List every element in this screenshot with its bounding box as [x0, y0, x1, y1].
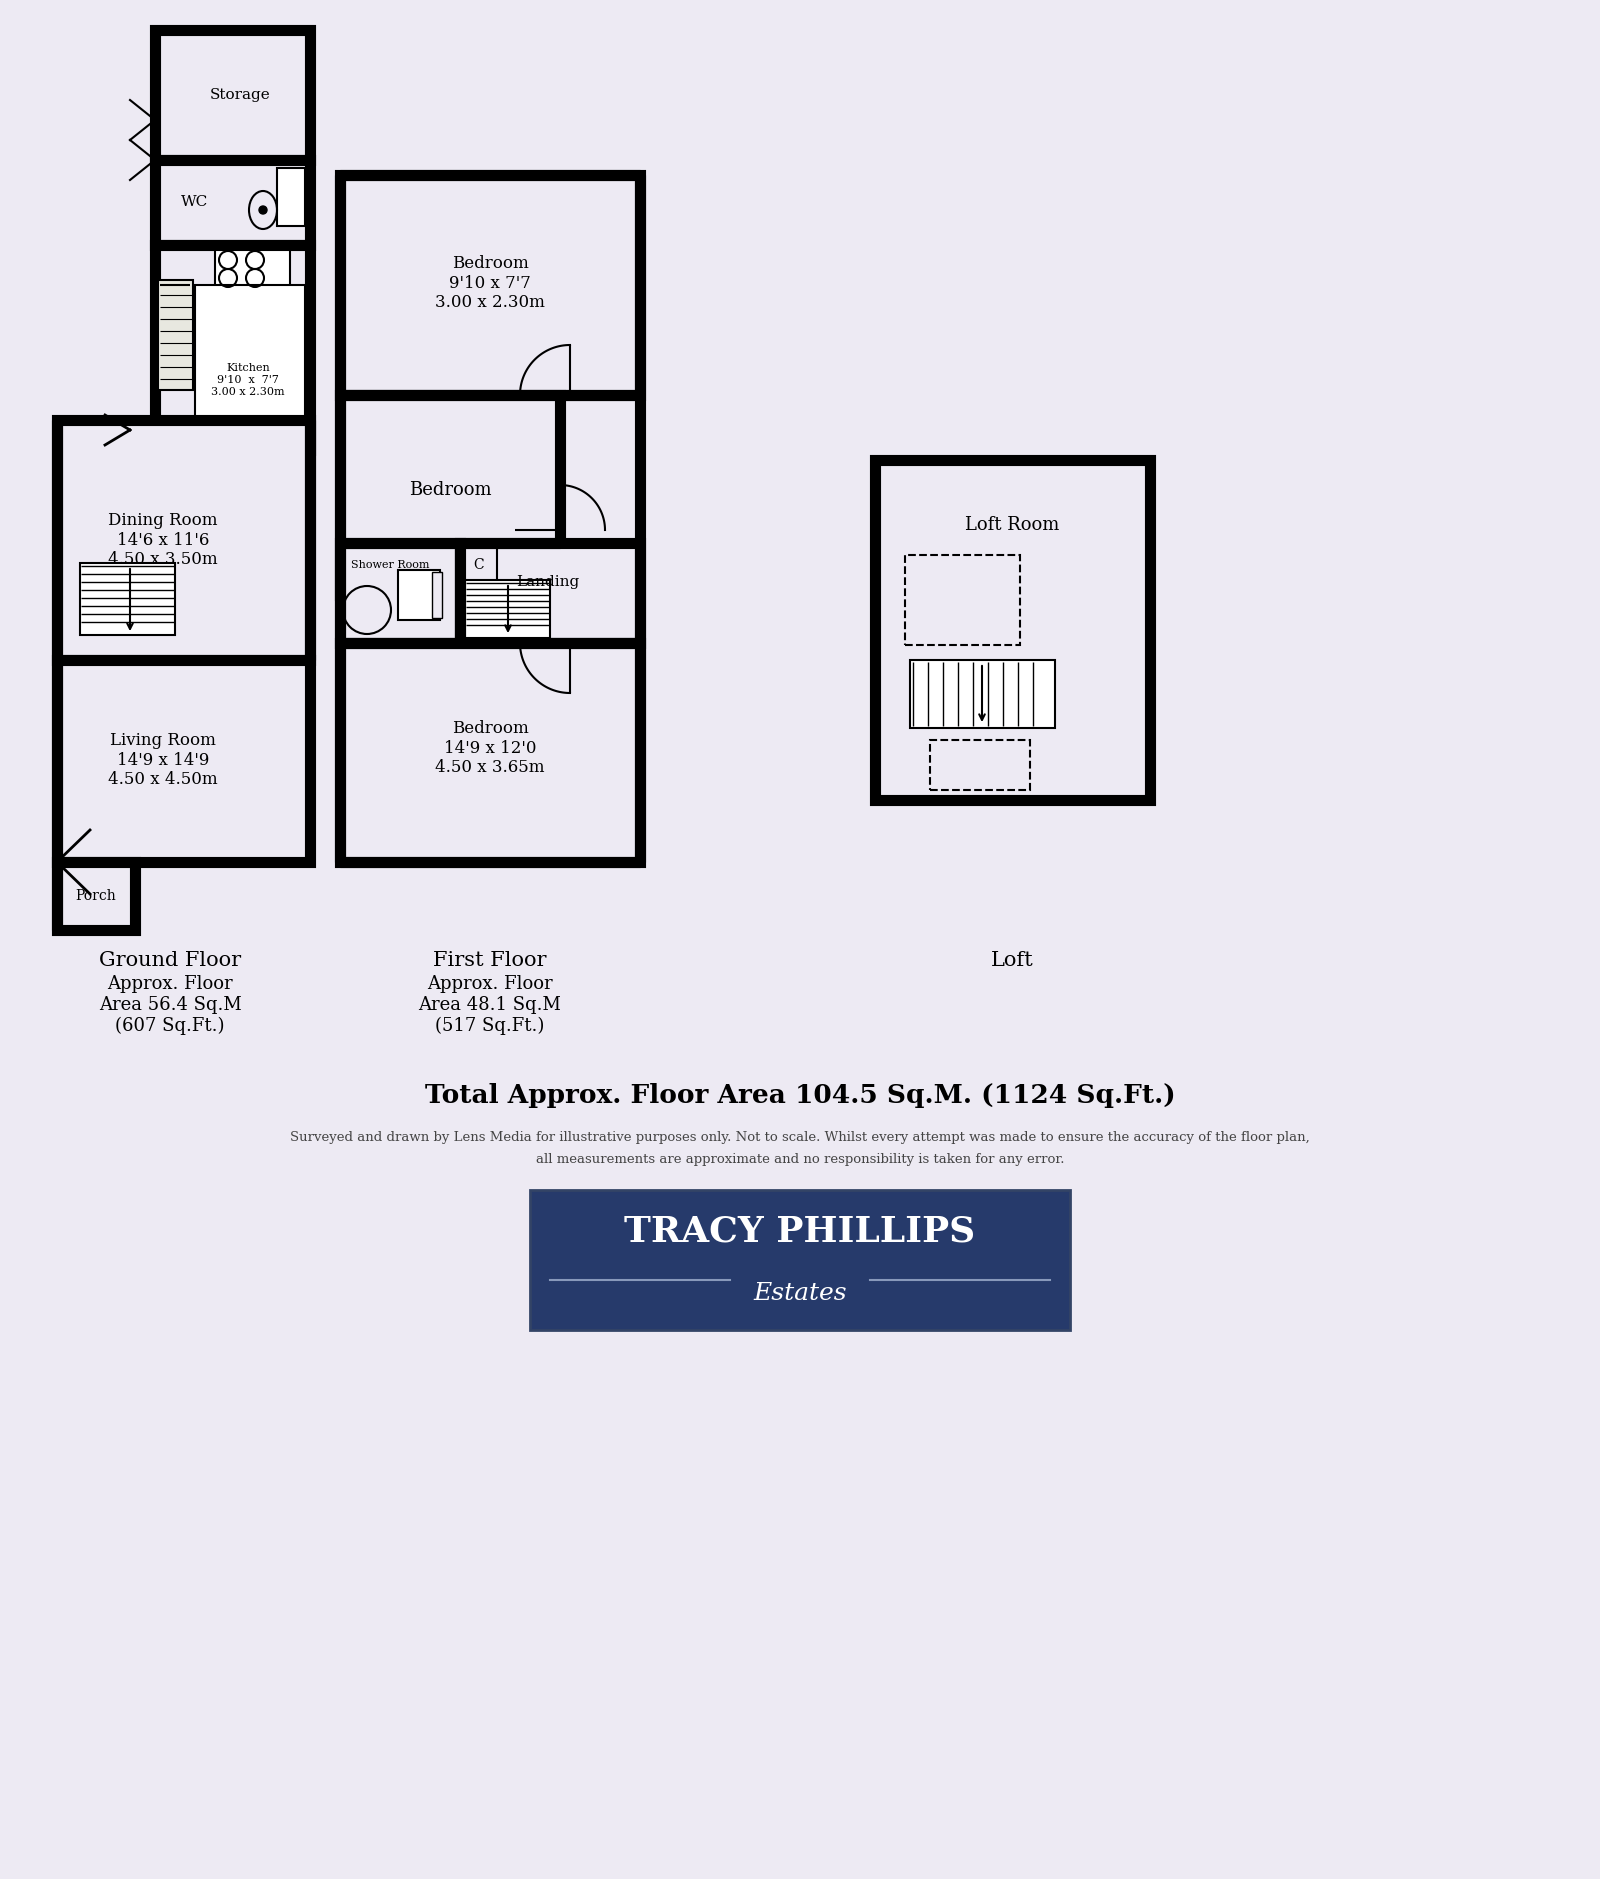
Bar: [155, 30, 310, 160]
Bar: [432, 571, 442, 618]
Text: Bedroom
14'9 x 12'0
4.50 x 3.65m: Bedroom 14'9 x 12'0 4.50 x 3.65m: [435, 720, 544, 776]
Text: C: C: [474, 558, 485, 571]
Bar: [906, 554, 1021, 644]
Bar: [930, 740, 1030, 789]
Bar: [530, 1189, 1070, 1330]
Bar: [155, 244, 310, 449]
Bar: [462, 549, 498, 582]
Bar: [58, 862, 134, 930]
Bar: [398, 569, 440, 620]
Text: First Floor: First Floor: [434, 951, 547, 970]
Bar: [158, 280, 194, 391]
Text: Ground Floor: Ground Floor: [99, 951, 242, 970]
Text: Porch: Porch: [75, 889, 117, 904]
Text: Bedroom
9'10 x 7'7
3.00 x 2.30m: Bedroom 9'10 x 7'7 3.00 x 2.30m: [435, 256, 546, 312]
Text: Landing: Landing: [517, 575, 579, 588]
Bar: [910, 660, 1054, 727]
Bar: [339, 643, 640, 862]
Bar: [875, 460, 1150, 800]
Text: WC: WC: [181, 195, 208, 209]
Text: Loft Room: Loft Room: [965, 517, 1059, 534]
Bar: [339, 175, 640, 395]
Text: Bedroom: Bedroom: [408, 481, 491, 500]
Bar: [214, 250, 290, 287]
Text: Loft: Loft: [990, 951, 1034, 970]
Bar: [155, 160, 310, 244]
Bar: [466, 581, 550, 639]
Text: Kitchen
9'10  x  7'7
3.00 x 2.30m: Kitchen 9'10 x 7'7 3.00 x 2.30m: [211, 363, 285, 396]
Text: Dining Room
14'6 x 11'6
4.50 x 3.50m: Dining Room 14'6 x 11'6 4.50 x 3.50m: [109, 511, 218, 567]
Bar: [195, 286, 306, 436]
Text: TRACY PHILLIPS: TRACY PHILLIPS: [624, 1216, 976, 1250]
Text: Total Approx. Floor Area 104.5 Sq.M. (1124 Sq.Ft.): Total Approx. Floor Area 104.5 Sq.M. (11…: [424, 1082, 1176, 1107]
Text: all measurements are approximate and no responsibility is taken for any error.: all measurements are approximate and no …: [536, 1154, 1064, 1167]
Bar: [277, 167, 306, 225]
Text: Storage: Storage: [210, 88, 270, 101]
Circle shape: [259, 207, 267, 214]
Bar: [339, 543, 461, 643]
Bar: [58, 421, 310, 660]
Bar: [58, 660, 310, 862]
Text: Approx. Floor
Area 48.1 Sq.M
(517 Sq.Ft.): Approx. Floor Area 48.1 Sq.M (517 Sq.Ft.…: [419, 975, 562, 1035]
Bar: [339, 395, 560, 596]
Text: Estates: Estates: [754, 1281, 846, 1304]
Bar: [80, 564, 174, 635]
Text: Surveyed and drawn by Lens Media for illustrative purposes only. Not to scale. W: Surveyed and drawn by Lens Media for ill…: [290, 1131, 1310, 1144]
Bar: [461, 543, 640, 643]
Text: Living Room
14'9 x 14'9
4.50 x 4.50m: Living Room 14'9 x 14'9 4.50 x 4.50m: [109, 733, 218, 787]
Text: Shower Room: Shower Room: [350, 560, 429, 569]
Text: Approx. Floor
Area 56.4 Sq.M
(607 Sq.Ft.): Approx. Floor Area 56.4 Sq.M (607 Sq.Ft.…: [99, 975, 242, 1035]
